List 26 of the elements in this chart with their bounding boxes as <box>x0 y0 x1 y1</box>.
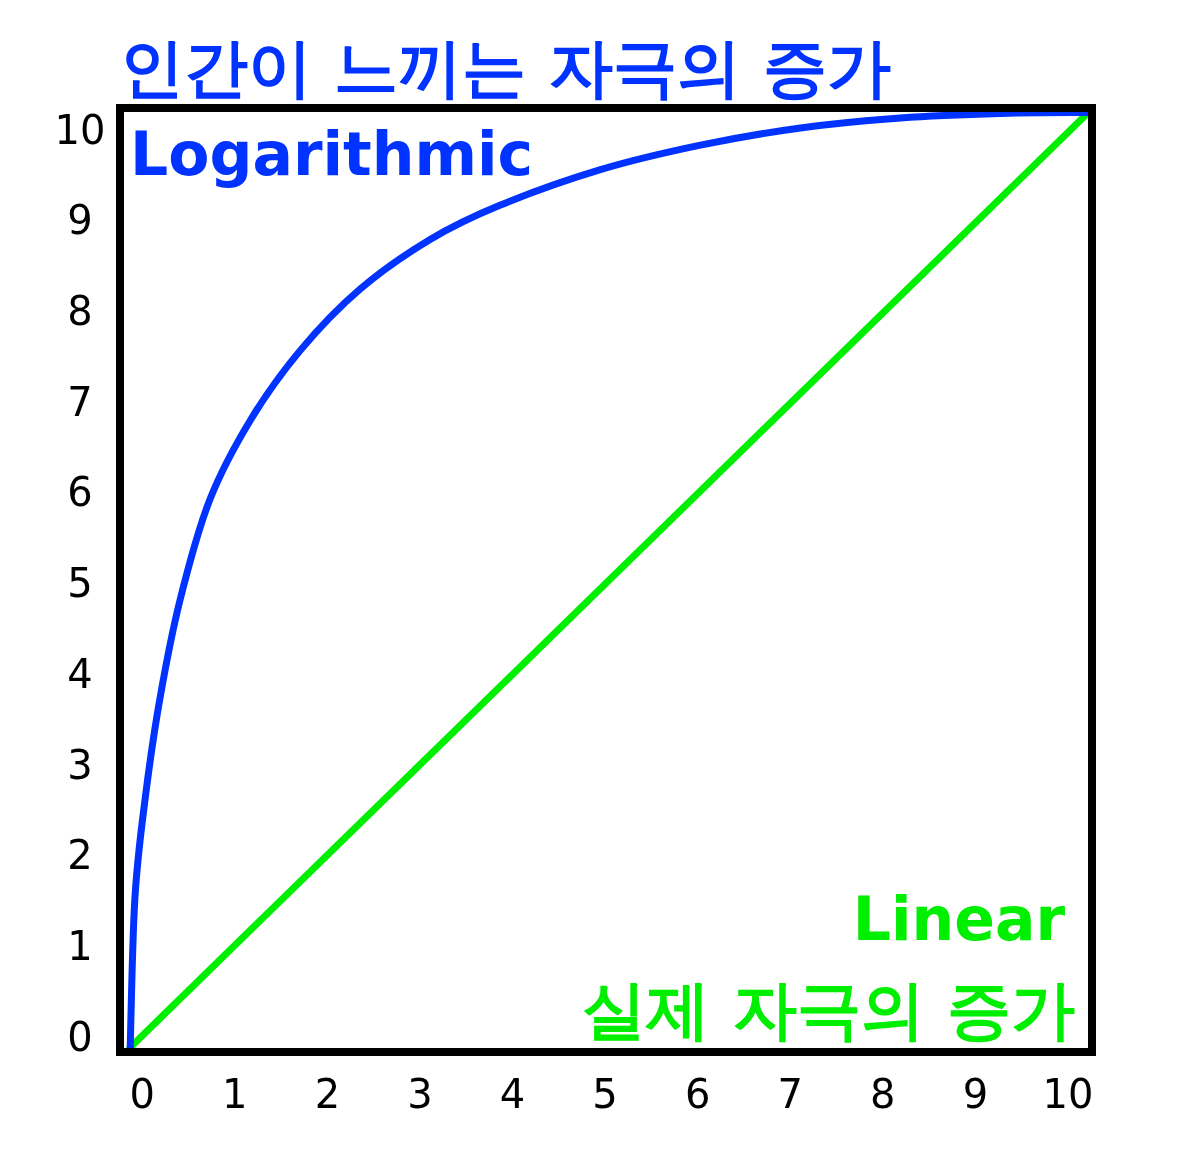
x-tick-label: 4 <box>499 1071 526 1117</box>
y-tick-label: 8 <box>67 288 93 335</box>
x-tick-label: 8 <box>870 1071 896 1117</box>
x-tick-label: 1 <box>222 1071 248 1117</box>
y-tick-label: 9 <box>67 197 93 244</box>
x-tick-label: 6 <box>684 1071 711 1117</box>
x-tick-label: 5 <box>592 1071 618 1117</box>
y-tick-label: 4 <box>67 650 93 697</box>
y-tick-label: 2 <box>67 832 93 879</box>
x-tick-label: 7 <box>777 1071 803 1117</box>
x-tick-label: 2 <box>314 1071 341 1117</box>
y-tick-label: 5 <box>67 560 93 607</box>
annotation: 실제 자극의 증가 <box>582 973 1075 1047</box>
y-tick-label: 10 <box>54 106 106 153</box>
x-tick-label: 9 <box>962 1071 989 1117</box>
y-tick-label: 0 <box>67 1013 93 1060</box>
series-label: Logarithmic <box>130 119 534 189</box>
y-tick-label: 3 <box>67 741 93 788</box>
x-tick-label: 3 <box>407 1071 433 1117</box>
text: Linear <box>852 884 1066 954</box>
x-tick-label: 0 <box>129 1071 155 1117</box>
y-tick-label: 7 <box>67 378 93 425</box>
y-tick-label: 6 <box>67 469 93 516</box>
chart-title: 인간이 느끼는 자극의 증가 <box>120 31 891 105</box>
y-tick-label: 1 <box>67 922 93 969</box>
x-tick-label: 10 <box>1042 1071 1094 1117</box>
